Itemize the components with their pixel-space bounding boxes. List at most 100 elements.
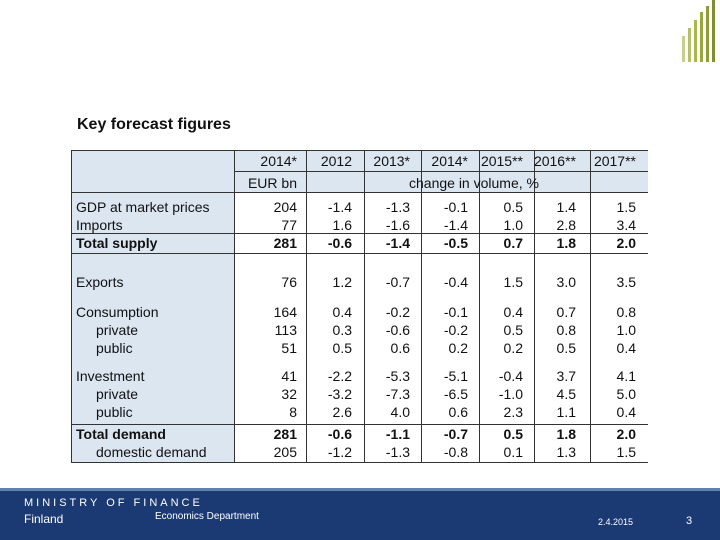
table-cell: 77 [281,217,297,233]
forecast-table: 2014* 2012 2013* 2014* 2015** 2016** 2017** EUR… [71,150,648,463]
footer-divider [0,488,720,491]
table-cell: -1.3 [385,199,410,215]
table-cell: 1.5 [616,199,636,215]
table-cell: 1.5 [503,274,523,290]
row-label: Investment [76,368,145,384]
table-cell: 113 [274,322,297,338]
table-cell: 5.0 [616,386,636,402]
row-label: domestic demand [96,444,207,460]
ministry-logo-bars-icon [682,0,715,62]
table-cell: 1.8 [556,426,576,442]
row-label: GDP at market prices [76,199,210,215]
table-cell: -0.7 [443,426,468,442]
department-name: Economics Department [155,511,259,522]
table-cell: 0.3 [332,322,352,338]
table-cell: -0.1 [443,199,468,215]
table-cell: 0.7 [503,235,523,251]
table-cell: 0.4 [503,304,523,320]
ministry-name: MINISTRY OF FINANCE [24,497,203,509]
column-header: 2014* [260,153,297,169]
table-top-rule [71,150,648,151]
table-cell: 4.0 [390,404,410,420]
table-cell: 1.8 [556,235,576,251]
table-cell: -3.2 [327,386,352,402]
footer-bar: MINISTRY OF FINANCE Finland Economics De… [0,488,720,540]
table-cell: 2.6 [332,404,352,420]
row-label: private [96,322,139,338]
table-cell: 8 [289,404,297,420]
table-cell: -0.6 [327,235,352,251]
row-label: private [96,386,139,402]
total-supply-top-rule [71,233,648,234]
table-cell: 0.7 [556,304,576,320]
table-cell: 51 [281,340,297,356]
column-header: 2012 [320,153,352,169]
table-cell: -0.6 [327,426,352,442]
table-cell: 0.5 [556,340,576,356]
table-cell: -0.2 [443,322,468,338]
table-cell: 164 [273,304,297,320]
table-cell: 1.0 [503,217,523,233]
table-cell: -0.1 [443,304,468,320]
table-cell: 0.5 [503,199,523,215]
table-cell: 281 [273,426,297,442]
table-cell: -0.7 [385,274,410,290]
row-label: public [96,404,133,420]
table-cell: -5.3 [385,368,410,384]
table-cell: 3.5 [616,274,636,290]
table-cell: 3.0 [556,274,576,290]
country-name: Finland [24,512,64,526]
table-cell: 0.4 [616,340,636,356]
table-cell: 41 [281,368,297,384]
table-cell: 0.5 [503,322,523,338]
row-label: Total demand [76,426,166,442]
table-cell: -0.4 [443,274,468,290]
table-cell: -2.2 [327,368,352,384]
table-cell: 281 [273,235,297,251]
column-header: 2016** [533,153,576,169]
table-cell: 0.8 [556,322,576,338]
table-cell: -5.1 [443,368,468,384]
table-bottom-rule [71,462,648,463]
table-cell: 0.5 [332,340,352,356]
table-cell: 205 [273,444,297,460]
row-label: public [96,340,133,356]
table-cell: 0.4 [616,404,636,420]
table-cell: 204 [273,199,297,215]
table-cell: 4.5 [556,386,576,402]
table-cell: -1.2 [327,444,352,460]
table-cell: 2.0 [616,235,636,251]
column-separator [590,150,591,463]
table-cell: -0.8 [443,444,468,460]
unit-eur-label: EUR bn [247,175,297,191]
table-cell: -1.4 [385,235,410,251]
table-cell: 0.5 [503,426,523,442]
page-number: 3 [686,515,693,527]
table-cell: -1.4 [443,217,468,233]
table-cell: 0.1 [503,444,523,460]
column-separator [421,150,422,463]
table-cell: -6.5 [443,386,468,402]
unit-change-label: change in volume, % [409,175,539,191]
table-cell: 76 [281,274,297,290]
table-cell: 1.5 [616,444,636,460]
table-left-rule [71,150,72,463]
table-cell: -0.5 [443,235,468,251]
table-cell: -1.4 [327,199,352,215]
table-cell: -1.1 [385,426,410,442]
column-header: 2013* [373,153,410,169]
table-cell: 0.6 [448,404,468,420]
table-cell: 3.7 [556,368,576,384]
table-cell: 1.6 [332,217,352,233]
table-cell: 0.8 [616,304,636,320]
table-cell: 3.4 [616,217,636,233]
table-cell: 0.2 [448,340,468,356]
page-title: Key forecast figures [77,116,231,133]
table-cell: -1.6 [385,217,410,233]
column-separator [479,150,480,463]
slide-date: 2.4.2015 [598,517,634,527]
column-header: 2014* [431,153,468,169]
table-cell: 0.6 [390,340,410,356]
column-separator [364,150,365,463]
total-demand-top-rule [71,424,648,425]
